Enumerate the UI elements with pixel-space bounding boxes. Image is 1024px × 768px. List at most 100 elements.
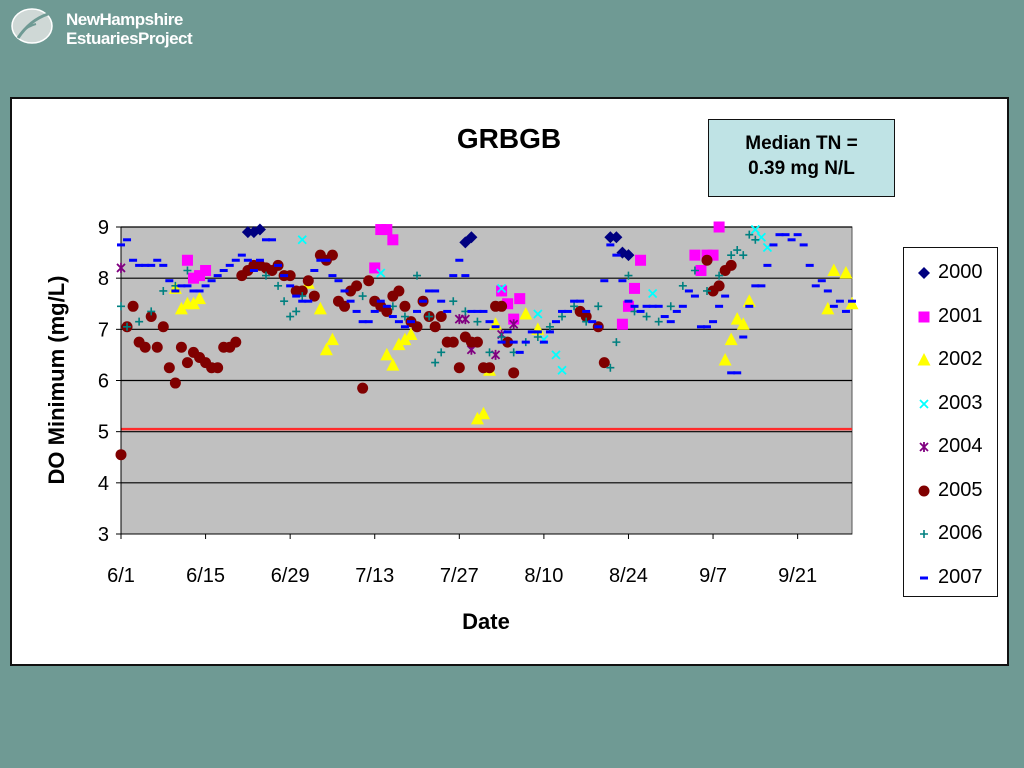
legend-label: 2004: [938, 435, 983, 457]
x-tick-labels: 6/1 6/15 6/29 7/13 7/27 8/10 8/24 9/7 9/21: [107, 534, 817, 587]
point-2005: [115, 449, 127, 461]
point-2007: [835, 299, 844, 303]
point-2007: [509, 340, 518, 344]
x-tick-label: 6/15: [186, 565, 225, 587]
point-2007: [787, 238, 796, 242]
point-2006: [612, 338, 621, 347]
point-2007: [304, 299, 313, 303]
point-2005: [598, 357, 610, 369]
point-2007: [147, 263, 156, 267]
point-2007: [123, 238, 132, 242]
point-2006: [485, 348, 494, 357]
point-2007: [249, 268, 258, 272]
point-2007: [394, 320, 403, 324]
point-2006: [606, 363, 615, 372]
point-2005: [502, 336, 514, 348]
point-2007: [739, 335, 748, 339]
point-2007: [129, 258, 138, 262]
point-2007: [558, 309, 567, 313]
point-2003: [533, 309, 543, 319]
point-2007: [829, 304, 838, 308]
point-2006: [570, 302, 579, 311]
y-tick-labels: 3 4 5 6 7 8 9: [98, 217, 121, 546]
point-2002: [313, 301, 327, 315]
legend-marker-triangle: [917, 353, 931, 366]
series-2001: [181, 221, 725, 330]
point-2005: [381, 305, 393, 317]
point-2002: [839, 266, 853, 279]
point-2007: [274, 263, 283, 267]
point-2007: [437, 299, 446, 303]
y-tick-label: 4: [98, 473, 109, 495]
point-2006: [274, 281, 283, 290]
point-2007: [690, 294, 699, 298]
point-2007: [358, 320, 367, 324]
point-2007: [195, 289, 204, 293]
point-2002: [718, 353, 732, 366]
legend-label: 2005: [938, 478, 983, 501]
point-2007: [703, 325, 712, 329]
point-2007: [141, 263, 150, 267]
point-2007: [672, 309, 681, 313]
point-2002: [736, 317, 750, 330]
point-2007: [171, 289, 180, 293]
point-2006: [533, 333, 542, 342]
point-2007: [745, 304, 754, 308]
point-2007: [763, 263, 772, 267]
point-2007: [467, 309, 476, 313]
point-2007: [310, 268, 319, 272]
logo-line-1: NewHampshire: [66, 10, 183, 29]
point-2005: [351, 280, 363, 292]
point-2007: [231, 258, 240, 262]
point-2007: [721, 294, 730, 298]
point-2005: [429, 321, 441, 333]
point-2007: [539, 340, 548, 344]
point-2005: [302, 275, 314, 287]
point-2001: [181, 254, 193, 266]
point-2005: [453, 362, 465, 374]
point-2005: [151, 341, 163, 353]
point-2007: [606, 243, 615, 247]
data-points: [115, 221, 859, 461]
point-2006: [183, 266, 192, 275]
point-2007: [153, 258, 162, 262]
point-2001: [502, 298, 514, 310]
legend-symbol: [917, 353, 931, 366]
point-2002: [174, 301, 188, 315]
point-2005: [145, 311, 157, 323]
x-tick-label: 7/27: [440, 565, 479, 587]
point-2001: [616, 318, 628, 330]
legend-marker-square: [918, 311, 930, 322]
point-2002: [380, 347, 394, 361]
point-2005: [447, 336, 459, 348]
legend-symbol: [919, 442, 929, 452]
point-2001: [369, 262, 381, 274]
legend-item-2001: 2001: [904, 303, 999, 333]
point-2007: [177, 284, 186, 288]
legend-item-2004: 2004: [904, 433, 999, 463]
point-2007: [588, 320, 597, 324]
point-2000: [616, 246, 629, 259]
point-2007: [642, 304, 651, 308]
point-2006: [159, 286, 168, 295]
point-2006: [292, 307, 301, 316]
point-2007: [382, 304, 391, 308]
point-2005: [399, 300, 411, 312]
x-axis-label: Date: [462, 609, 510, 634]
y-tick-label: 5: [98, 422, 109, 444]
point-2000: [622, 249, 635, 262]
point-2005: [471, 336, 483, 348]
point-2007: [564, 309, 573, 313]
point-2007: [370, 309, 379, 313]
point-2000: [241, 226, 254, 239]
point-2006: [703, 286, 712, 295]
point-2007: [117, 243, 125, 247]
point-2007: [213, 274, 222, 278]
legend-marker-circle: [918, 485, 930, 496]
point-2006: [715, 271, 724, 280]
point-2002: [193, 291, 207, 305]
point-2007: [159, 263, 168, 267]
x-tick-label: 8/10: [524, 565, 563, 587]
point-2006: [135, 317, 144, 326]
point-2007: [636, 309, 645, 313]
